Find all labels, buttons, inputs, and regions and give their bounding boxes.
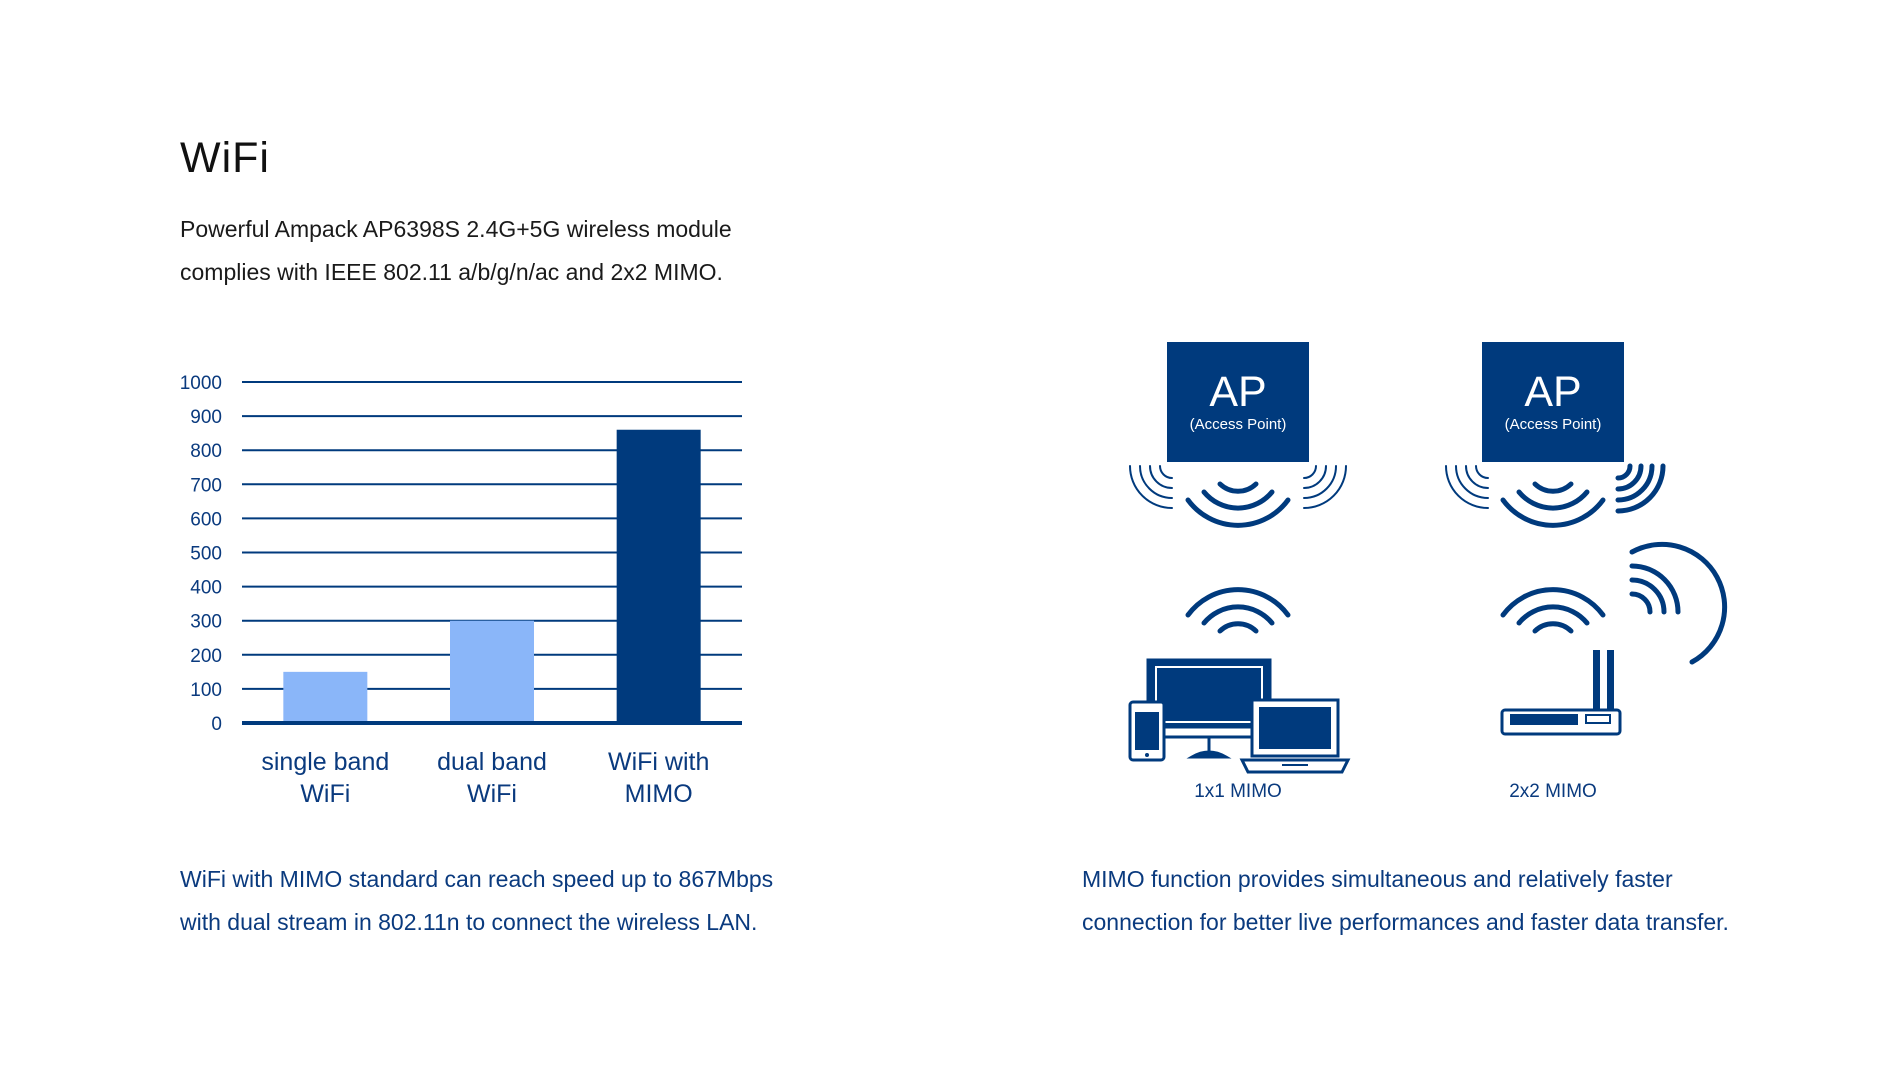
x-category-label: single band bbox=[261, 748, 389, 776]
ap-subtitle-2x2: (Access Point) bbox=[1505, 416, 1602, 433]
wifi-side-right-icon bbox=[1303, 465, 1347, 509]
wifi-side-left-icon bbox=[1129, 465, 1173, 509]
y-tick-label: 700 bbox=[190, 475, 222, 496]
y-tick-label: 300 bbox=[190, 612, 222, 633]
label-2x2-mimo: 2x2 MIMO bbox=[1509, 781, 1597, 802]
wifi-down-icon bbox=[1503, 484, 1603, 525]
caption-chart: WiFi with MIMO standard can reach speed … bbox=[180, 858, 820, 944]
bar bbox=[283, 671, 368, 723]
wifi-up-icon bbox=[1503, 590, 1603, 631]
devices-icon bbox=[1128, 658, 1351, 774]
access-point-icon-1x1: AP (Access Point) bbox=[1167, 342, 1309, 462]
y-tick-label: 400 bbox=[190, 578, 222, 599]
caption-right-line-1: MIMO function provides simultaneous and … bbox=[1082, 866, 1673, 892]
bar-chart: 0 100 200 300 400 500 600 700 800 900 1000 single … bbox=[180, 373, 742, 808]
y-tick-label: 0 bbox=[211, 714, 222, 735]
x-category-label: WiFi bbox=[467, 780, 517, 808]
y-tick-label: 900 bbox=[190, 407, 222, 428]
y-tick-label: 800 bbox=[190, 441, 222, 462]
bar bbox=[616, 429, 701, 723]
y-tick-label: 200 bbox=[190, 646, 222, 667]
caption-left-line-1: WiFi with MIMO standard can reach speed … bbox=[180, 866, 774, 892]
label-1x1-mimo: 1x1 MIMO bbox=[1194, 781, 1282, 802]
wifi-side-left-icon bbox=[1445, 465, 1489, 509]
chart-y-ticks: 0 100 200 300 400 500 600 700 800 900 1000 bbox=[180, 373, 222, 735]
chart-bars bbox=[283, 429, 701, 723]
page-title: WiFi bbox=[180, 134, 270, 182]
y-tick-label: 100 bbox=[190, 680, 222, 701]
bar bbox=[450, 620, 534, 723]
ap-title-1x1: AP bbox=[1209, 368, 1266, 416]
ap-title-2x2: AP bbox=[1524, 368, 1581, 416]
intro-text: Powerful Ampack AP6398S 2.4G+5G wireless… bbox=[180, 208, 820, 294]
x-category-label: dual band bbox=[437, 748, 547, 776]
y-tick-label: 1000 bbox=[180, 373, 222, 394]
chart-x-labels: single band WiFi dual band WiFi WiFi with MIM… bbox=[261, 748, 709, 808]
ap-subtitle-1x1: (Access Point) bbox=[1190, 416, 1287, 433]
wifi-up-icon bbox=[1188, 590, 1288, 631]
router-icon bbox=[1500, 541, 1728, 736]
caption-diagram: MIMO function provides simultaneous and … bbox=[1082, 858, 1782, 944]
x-category-label: WiFi bbox=[300, 780, 350, 808]
access-point-icon-2x2: AP (Access Point) bbox=[1482, 342, 1624, 462]
intro-line-2: complies with IEEE 802.11 a/b/g/n/ac and… bbox=[180, 259, 723, 285]
wifi-down-icon bbox=[1188, 484, 1288, 525]
x-category-label: MIMO bbox=[625, 780, 693, 808]
caption-right-line-2: connection for better live performances … bbox=[1082, 909, 1729, 935]
caption-left-line-2: with dual stream in 802.11n to connect t… bbox=[180, 909, 758, 935]
wifi-side-right-icon bbox=[1618, 466, 1663, 511]
y-tick-label: 600 bbox=[190, 509, 222, 530]
y-tick-label: 500 bbox=[190, 544, 222, 565]
intro-line-1: Powerful Ampack AP6398S 2.4G+5G wireless… bbox=[180, 216, 732, 242]
x-category-label: WiFi with bbox=[608, 748, 709, 776]
